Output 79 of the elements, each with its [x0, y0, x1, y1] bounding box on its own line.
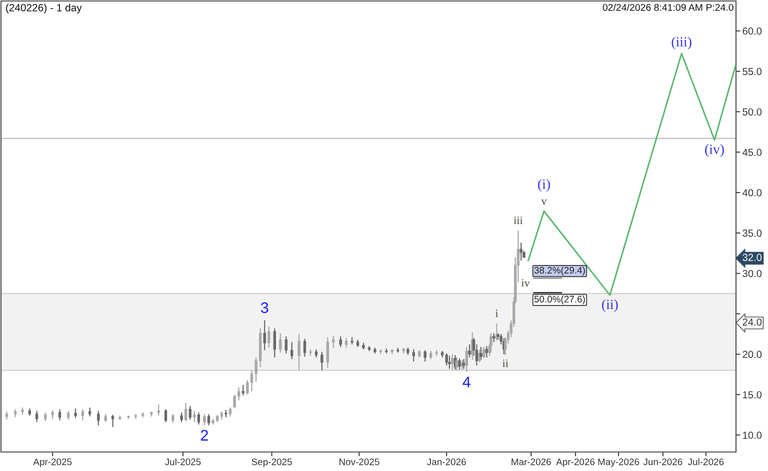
annotation: 38.2%(29.4) [534, 266, 585, 276]
candlestick [233, 394, 236, 409]
annotation: (ii) [602, 299, 618, 312]
annotation: ii [502, 360, 508, 367]
annotation: i [495, 310, 498, 317]
candlestick [290, 342, 294, 360]
candlestick [35, 410, 38, 423]
candlestick [482, 346, 486, 359]
annotation: iii [514, 216, 523, 224]
x-tick-label: Apr-2026 [556, 458, 595, 468]
annotation: 4 [462, 376, 470, 388]
candlestick [412, 348, 415, 362]
annotation: 02/24/2026 8:41:09 AM P:24.0 [602, 4, 734, 11]
y-tick-label: 45.0 [742, 148, 762, 156]
x-tick-label: Jul-2025 [164, 458, 201, 466]
candlestick [184, 402, 188, 422]
annotation: 50.0%(27.6) [534, 296, 585, 304]
candlestick [448, 355, 451, 370]
annotation: 2 [200, 430, 208, 441]
candlestick [279, 332, 282, 354]
y-tick-label: 60.0 [742, 28, 762, 35]
candlestick [468, 344, 471, 358]
y-tick-label: 15.0 [743, 391, 762, 398]
candlestick [339, 336, 342, 348]
y-tick-label: 50.0 [742, 108, 762, 116]
candlestick [450, 354, 454, 371]
x-tick-label: May-2026 [598, 458, 640, 468]
annotation: v [541, 200, 547, 205]
candlestick [273, 328, 276, 358]
candlestick [188, 405, 192, 420]
candlestick [332, 335, 335, 348]
candlestick [242, 384, 244, 396]
y-tick-label: 20.0 [742, 350, 762, 358]
candlestick [303, 338, 306, 358]
candlestick [157, 404, 160, 416]
x-tick-label: Nov-2025 [339, 458, 380, 466]
x-tick-label: Jan-2026 [427, 458, 466, 466]
candlestick [97, 410, 100, 426]
x-tick-label: Apr-2025 [33, 458, 72, 468]
candlestick [74, 408, 77, 419]
candlestick [111, 414, 114, 428]
y-tick-label: 40.0 [742, 189, 762, 196]
annotation: (iv) [705, 144, 724, 157]
x-tick-label: Mar-2026 [512, 458, 551, 466]
candlestick [344, 337, 348, 348]
y-tick-label: 35.0 [742, 230, 762, 237]
annotation: (iii) [672, 36, 692, 50]
x-tick-label: Jul-2026 [688, 458, 724, 466]
x-tick-label: Jun-2026 [643, 458, 682, 466]
candlestick [424, 350, 426, 362]
candlestick [197, 412, 200, 426]
candlestick [458, 358, 461, 370]
candlestick [326, 336, 330, 368]
candlestick [445, 352, 448, 366]
x-tick-label: Sep-2025 [252, 458, 292, 468]
candlestick [207, 413, 210, 426]
annotation: iv [521, 279, 530, 287]
candlestick [284, 336, 288, 354]
candlestick [320, 351, 324, 371]
y-tick-label: 32.0 [742, 254, 762, 261]
annotation: 3 [260, 302, 268, 314]
candlestick [180, 412, 183, 423]
candlestick [203, 413, 206, 426]
y-tick-label: 10.0 [743, 432, 762, 439]
candlestick [268, 326, 270, 348]
candlestick [485, 346, 488, 358]
candlestick [193, 410, 196, 423]
candlestick [58, 408, 62, 422]
y-tick-label: 24.0 [742, 318, 762, 326]
candlestick [81, 408, 84, 422]
annotation: (i) [538, 179, 550, 192]
candlestick [520, 242, 522, 261]
candlestick [164, 408, 168, 423]
y-tick-label: 30.0 [742, 270, 762, 278]
candlestick [298, 333, 300, 371]
candlestick [263, 320, 266, 351]
y-tick-label: 55.0 [742, 68, 762, 76]
candlestick [465, 346, 468, 373]
chart-title: (240226) - 1 day [6, 4, 82, 14]
